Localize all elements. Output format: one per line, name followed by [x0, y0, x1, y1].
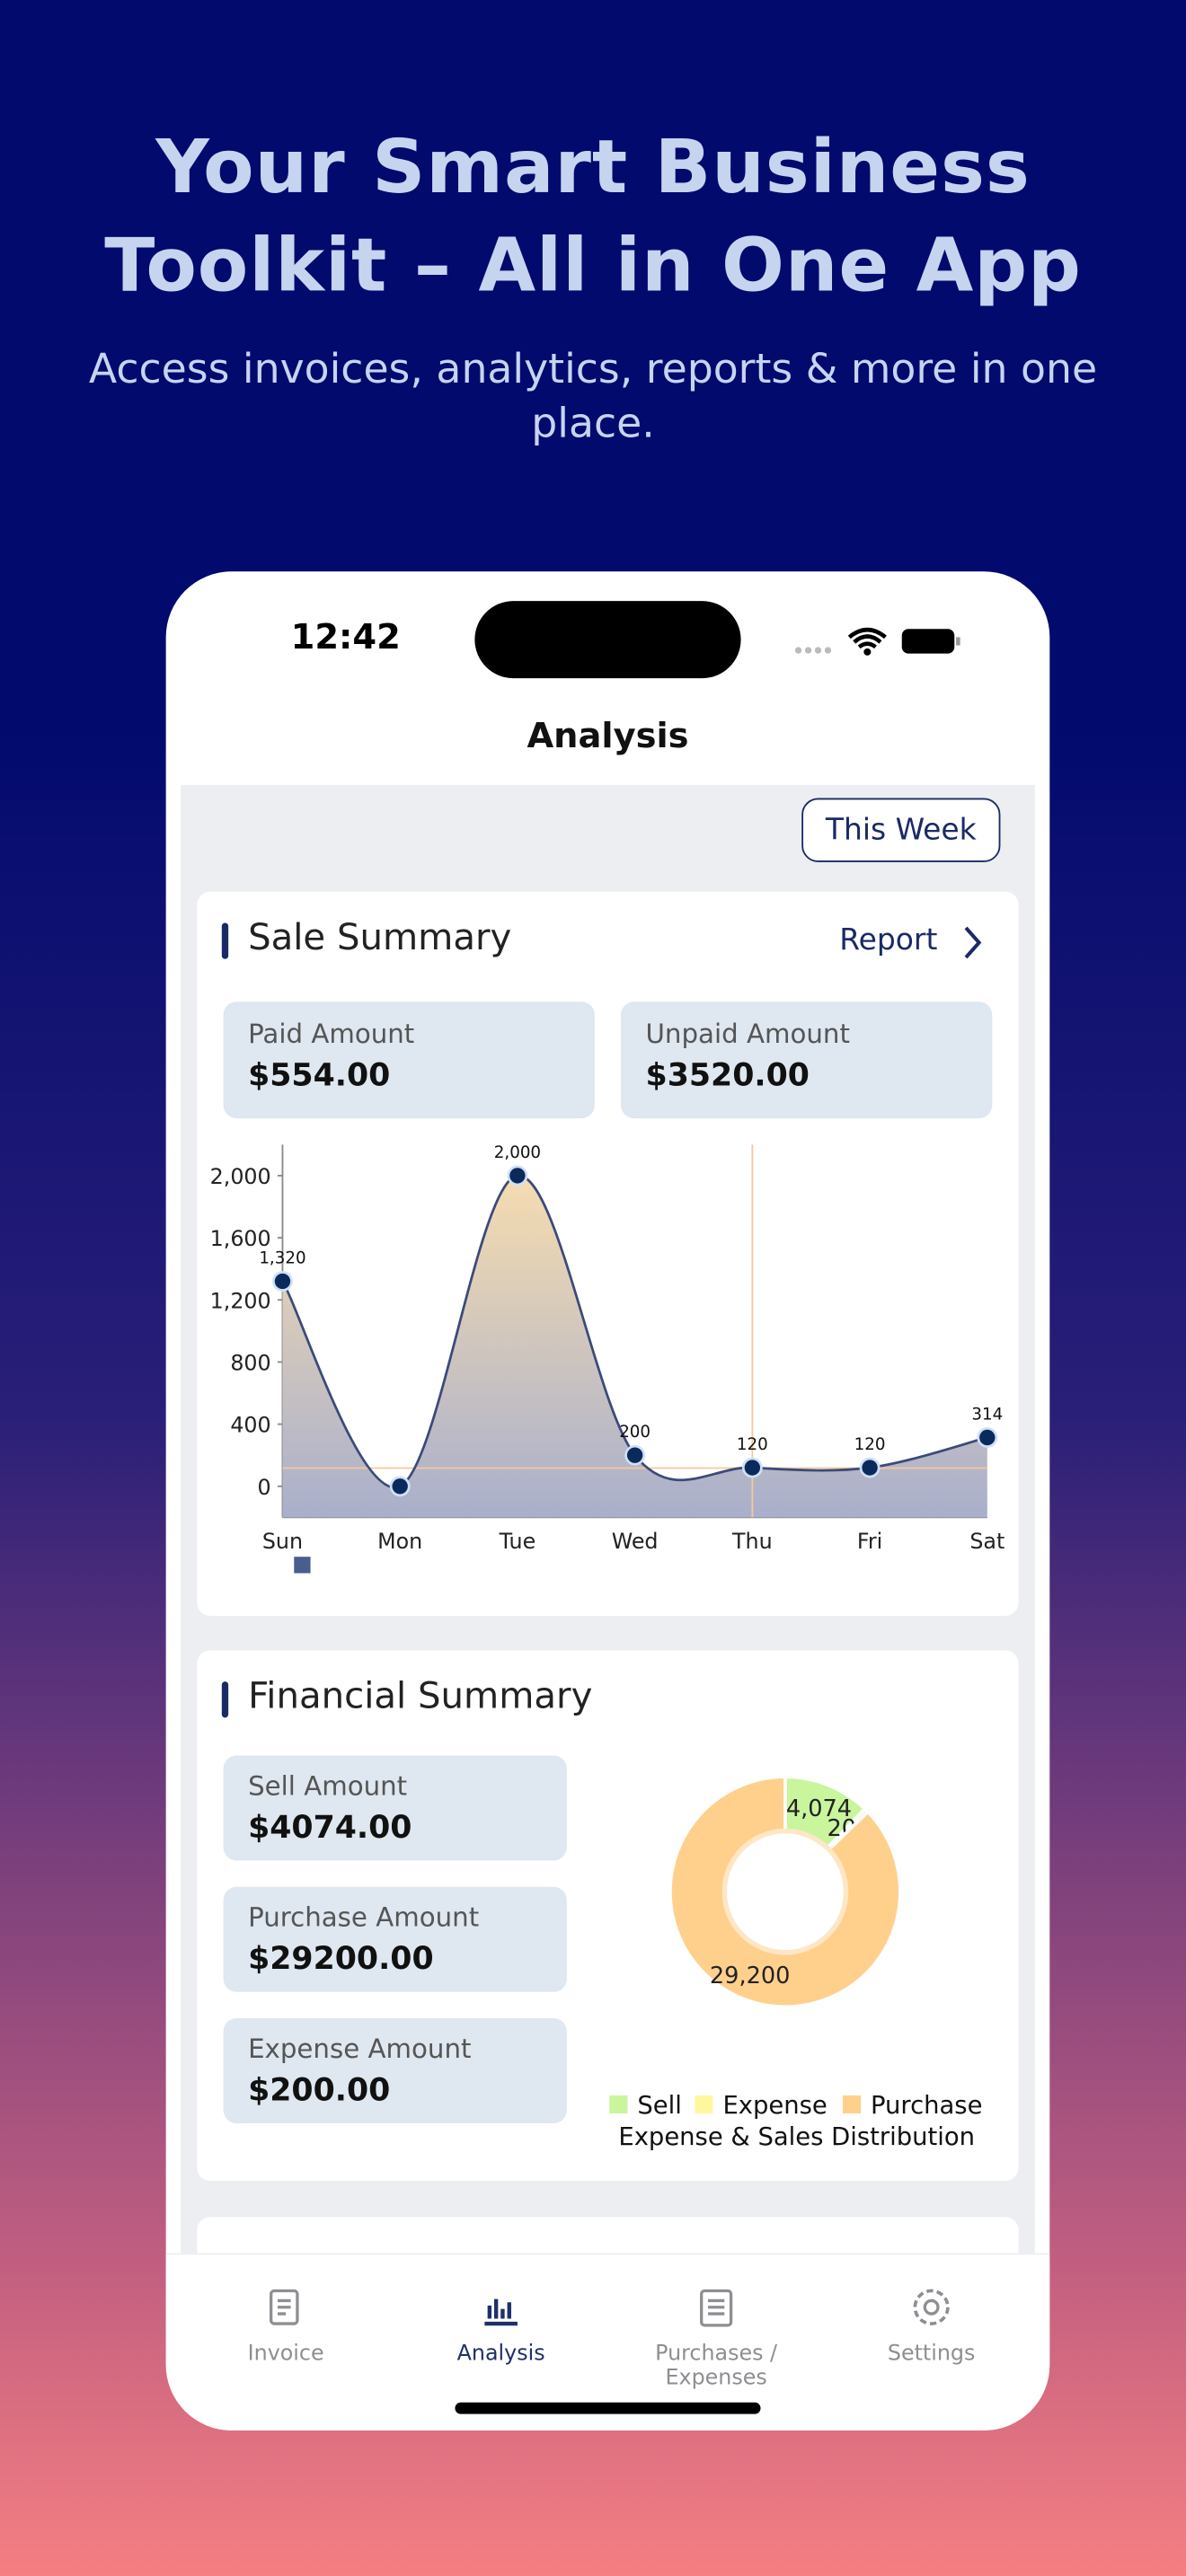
point	[624, 1444, 646, 1466]
amount: $29200.00	[248, 1941, 434, 1978]
report-link[interactable]: Report	[839, 922, 938, 957]
data-label: 4,074	[786, 1795, 852, 1822]
label: Sell Amount	[248, 1769, 408, 1802]
y-tick-label: 0	[258, 1475, 271, 1500]
amount: $554.00	[248, 1057, 391, 1094]
subheadline: Access invoices, analytics, reports & mo…	[88, 344, 1098, 447]
data-label: 1,320	[259, 1248, 305, 1267]
point	[859, 1457, 881, 1478]
data-label: 120	[737, 1435, 768, 1454]
accent	[221, 1681, 229, 1718]
label: Purchase Amount	[248, 1901, 480, 1933]
tab[interactable]: Analysis	[391, 2286, 611, 2367]
hole-ring	[721, 1828, 849, 1955]
y-tick-label: 1,600	[210, 1226, 271, 1251]
legend-label: Sell	[637, 2092, 682, 2120]
y-tick-label: 1,200	[210, 1288, 271, 1313]
unpaid-pill: Unpaid Amount $3520.00	[621, 1001, 993, 1119]
chart-title: Expense & Sales Distribution	[618, 2123, 975, 2151]
tab-icon	[270, 2289, 299, 2325]
purchase-pill: Purchase Amount $29200.00	[223, 1886, 567, 1992]
x-tick-label: Wed	[612, 1529, 659, 1554]
point	[977, 1427, 998, 1448]
dynamic-island	[474, 601, 741, 679]
y-tick-label: 400	[230, 1413, 270, 1438]
legend-swatch	[842, 2095, 862, 2114]
tab-icon	[913, 2289, 950, 2325]
label: Paid Amount	[248, 1018, 415, 1050]
tab-label: Purchases / Expenses	[655, 2342, 778, 2392]
sell-pill: Sell Amount $4074.00	[223, 1755, 567, 1861]
period-filter[interactable]: This Week	[801, 798, 1001, 862]
label: Unpaid Amount	[645, 1018, 850, 1050]
legend-swatch	[609, 2095, 628, 2114]
legend-label: Purchase	[871, 2092, 982, 2120]
data-label: 29,200	[710, 1963, 791, 1989]
tab-bar	[165, 2253, 1050, 2430]
y-tick-label: 800	[230, 1351, 270, 1376]
point	[272, 1271, 293, 1292]
tab[interactable]: Purchases / Expenses	[606, 2286, 827, 2391]
tab-label: Analysis	[456, 2342, 545, 2367]
card-title: Financial Summary	[248, 1676, 593, 1718]
amount: $200.00	[248, 2072, 391, 2109]
tab[interactable]: Invoice	[176, 2286, 396, 2367]
paid-pill: Paid Amount $554.00	[223, 1001, 595, 1119]
tab-label: Invoice	[247, 2342, 324, 2367]
headline: Your Smart Business Toolkit – All in One…	[104, 123, 1082, 309]
x-tick-label: Thu	[731, 1529, 773, 1554]
data-label: 120	[854, 1435, 886, 1454]
clock: 12:42	[290, 617, 401, 657]
x-tick-label: Sat	[969, 1529, 1005, 1554]
chevron	[964, 926, 982, 959]
x-tick-label: Tue	[499, 1529, 536, 1554]
x-tick-label: Mon	[377, 1529, 422, 1554]
home-indicator	[455, 2402, 761, 2414]
status-icons	[794, 627, 960, 656]
tab-icon	[700, 2289, 733, 2327]
data-label: 2,000	[494, 1143, 541, 1162]
screen-title: Analysis	[527, 716, 689, 756]
x-tick-label: Sun	[262, 1529, 303, 1554]
label: Expense Amount	[248, 2033, 472, 2065]
area	[282, 1175, 987, 1518]
amount: $4074.00	[248, 1809, 412, 1847]
tab-icon	[484, 2298, 518, 2326]
legend-swatch	[695, 2095, 713, 2114]
point	[741, 1457, 763, 1478]
card-title: Sale Summary	[248, 918, 512, 959]
legend-swatch	[294, 1557, 311, 1574]
accent	[221, 922, 229, 959]
point	[389, 1476, 411, 1497]
data-label: 314	[971, 1405, 1003, 1424]
amount: $3520.00	[645, 1057, 810, 1094]
x-tick-label: Fri	[857, 1529, 882, 1554]
expense-pill: Expense Amount $200.00	[223, 2017, 567, 2123]
legend-label: Expense	[722, 2092, 827, 2120]
point	[507, 1165, 528, 1187]
tab[interactable]: Settings	[821, 2286, 1041, 2367]
y-tick-label: 2,000	[210, 1164, 271, 1189]
tab-label: Settings	[887, 2342, 976, 2367]
data-label: 200	[619, 1423, 651, 1442]
